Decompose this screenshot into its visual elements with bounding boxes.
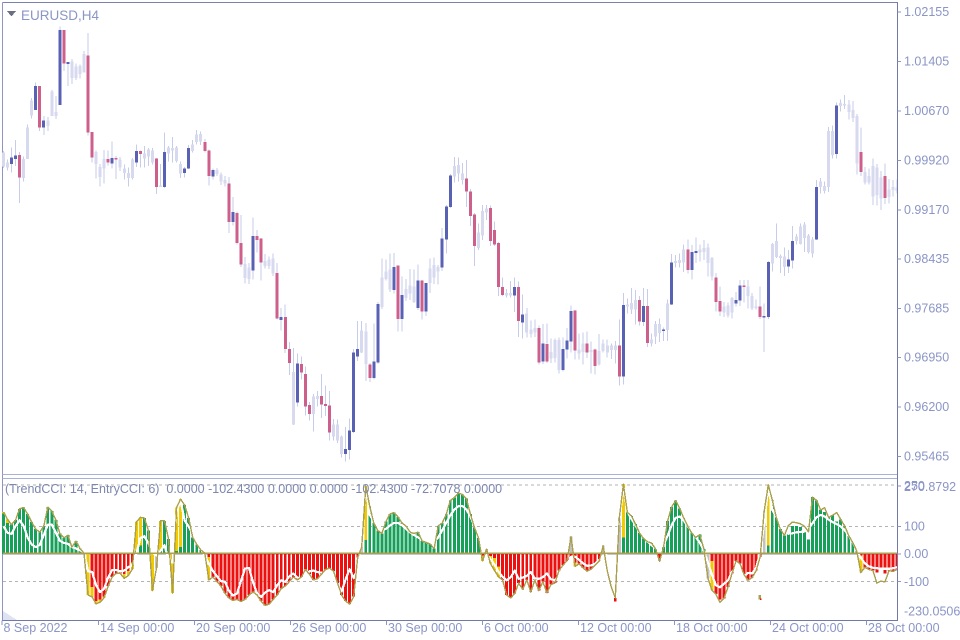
svg-text:0.97685: 0.97685 bbox=[904, 302, 949, 316]
svg-text:250: 250 bbox=[904, 479, 925, 493]
svg-text:1.02155: 1.02155 bbox=[904, 5, 949, 19]
svg-text:0.96950: 0.96950 bbox=[904, 351, 949, 365]
svg-text:EURUSD,H4: EURUSD,H4 bbox=[21, 8, 100, 23]
svg-text:0.95465: 0.95465 bbox=[904, 450, 949, 464]
svg-text:-230.0506: -230.0506 bbox=[904, 605, 960, 619]
svg-text:18 Oct 00:00: 18 Oct 00:00 bbox=[676, 621, 748, 635]
svg-text:26 Sep 00:00: 26 Sep 00:00 bbox=[292, 621, 366, 635]
svg-text:100: 100 bbox=[904, 520, 925, 534]
svg-text:30 Sep 00:00: 30 Sep 00:00 bbox=[388, 621, 462, 635]
svg-text:24 Oct 00:00: 24 Oct 00:00 bbox=[772, 621, 844, 635]
svg-text:0.99920: 0.99920 bbox=[904, 154, 949, 168]
svg-text:1.00670: 1.00670 bbox=[904, 104, 949, 118]
svg-text:12 Oct 00:00: 12 Oct 00:00 bbox=[580, 621, 652, 635]
svg-text:14 Sep 00:00: 14 Sep 00:00 bbox=[100, 621, 174, 635]
svg-text:20 Sep 00:00: 20 Sep 00:00 bbox=[196, 621, 270, 635]
svg-text:270.8792: 270.8792 bbox=[904, 480, 956, 494]
svg-text:-100: -100 bbox=[904, 575, 929, 589]
svg-text:28 Oct 00:00: 28 Oct 00:00 bbox=[868, 621, 940, 635]
svg-text:6 Oct 00:00: 6 Oct 00:00 bbox=[484, 621, 549, 635]
svg-text:0.96200: 0.96200 bbox=[904, 400, 949, 414]
svg-text:0.99170: 0.99170 bbox=[904, 203, 949, 217]
svg-text:1.01405: 1.01405 bbox=[904, 55, 949, 69]
svg-text:(TrendCCI: 14, EntryCCI: 6) 0: (TrendCCI: 14, EntryCCI: 6) 0.0000 -102.… bbox=[5, 482, 502, 496]
svg-text:8 Sep 2022: 8 Sep 2022 bbox=[4, 621, 68, 635]
svg-text:0.98435: 0.98435 bbox=[904, 252, 949, 266]
svg-text:0.00: 0.00 bbox=[904, 547, 928, 561]
